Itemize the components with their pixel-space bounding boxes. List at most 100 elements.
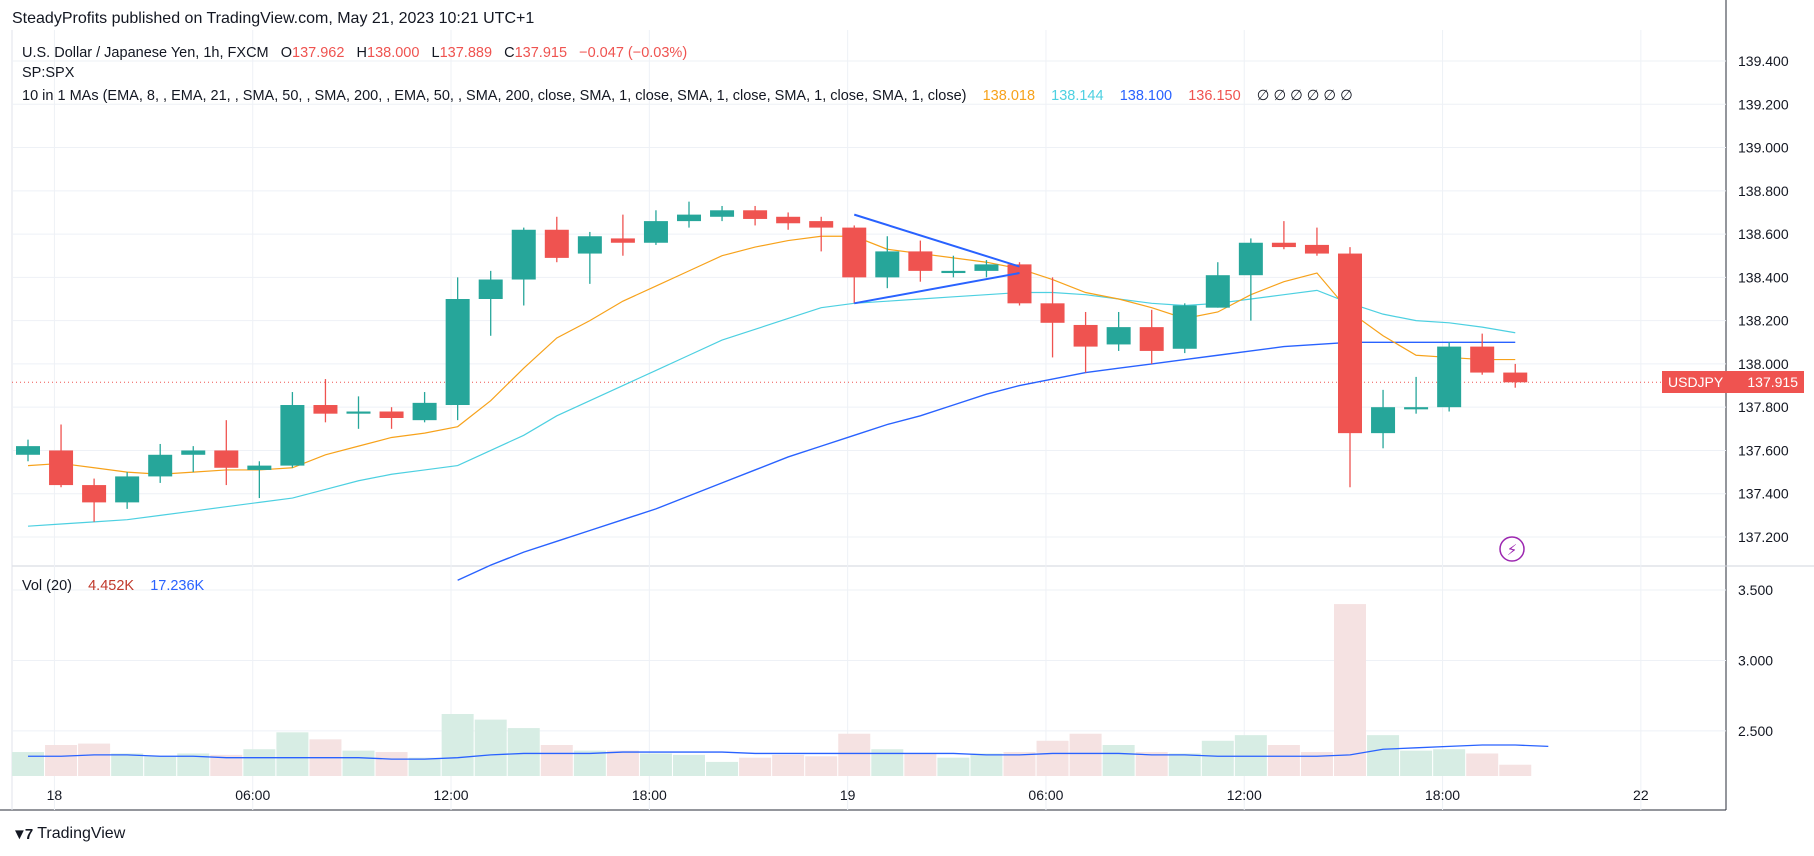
candle-body	[1106, 327, 1131, 345]
legend-ma[interactable]: 10 in 1 MAs (EMA, 8, , EMA, 21, , SMA, 5…	[22, 88, 1353, 104]
candle-body	[1139, 327, 1164, 351]
candle-body	[577, 236, 602, 254]
volume-bar	[573, 750, 606, 776]
trendline	[854, 272, 1020, 305]
price-tick-label: 137.600	[1738, 442, 1789, 458]
time-tick-label: 19	[840, 787, 856, 803]
legend-symbol[interactable]: U.S. Dollar / Japanese Yen, 1h, FXCM	[22, 45, 269, 61]
tradingview-brand[interactable]: ▼7 TradingView	[12, 825, 125, 843]
price-tick-label: 137.800	[1738, 399, 1789, 415]
publisher-credit: SteadyProfits published on TradingView.c…	[12, 10, 535, 27]
candle-body	[1437, 346, 1462, 408]
volume-bar	[210, 754, 243, 776]
volume-bar	[342, 750, 375, 776]
time-tick-label: 12:00	[1227, 787, 1262, 803]
tradingview-logo-icon: ▼7	[12, 825, 33, 843]
price-tick-label: 137.200	[1738, 529, 1789, 545]
price-tick-label: 138.200	[1738, 313, 1789, 329]
candle-body	[1238, 242, 1263, 276]
price-tick-label: 139.200	[1738, 96, 1789, 112]
current-price-symbol: USDJPY	[1668, 374, 1724, 391]
price-tick-label: 137.400	[1738, 486, 1789, 502]
volume-bar	[507, 728, 540, 776]
candle-body	[280, 405, 305, 466]
candle-body	[181, 450, 206, 455]
legend-ma-value-4: 136.150	[1188, 88, 1241, 104]
volume-tick-label: 2.500	[1738, 723, 1773, 739]
candle-body	[776, 216, 801, 224]
candle-body	[1470, 346, 1495, 373]
volume-bar	[144, 756, 177, 776]
volume-bar	[1499, 764, 1532, 776]
legend-c-label: C	[504, 45, 515, 61]
legend-compare[interactable]: SP:SPX	[22, 65, 75, 81]
time-tick-label: 18:00	[1425, 787, 1460, 803]
volume-bar	[243, 749, 276, 776]
volume-bar	[1433, 749, 1466, 776]
legend-ma-label: 10 in 1 MAs (EMA, 8, , EMA, 21, , SMA, 5…	[22, 88, 967, 104]
ema8-line	[27, 235, 1516, 475]
candle-body	[743, 210, 768, 219]
volume-bar	[1069, 733, 1102, 776]
candle-body	[1338, 253, 1362, 434]
current-price-value: 137.915	[1747, 374, 1798, 391]
legend-c-value: 137.915	[514, 45, 568, 61]
candle-body	[214, 450, 239, 468]
price-tick-label: 138.000	[1738, 356, 1789, 372]
legend-vol-ma-value: 17.236K	[150, 578, 205, 594]
candle-body	[974, 264, 999, 271]
volume-bar	[78, 743, 111, 776]
candle-body	[1205, 275, 1230, 308]
volume-bar	[904, 753, 937, 776]
candle-body	[1040, 303, 1065, 323]
volume-bar	[177, 753, 210, 776]
candle-body	[1172, 305, 1197, 349]
volume-bar	[1135, 752, 1168, 776]
volume-bar	[12, 752, 44, 776]
candle-body	[610, 238, 635, 243]
legend-vol-label: Vol (20)	[22, 578, 72, 594]
candle-body	[1404, 407, 1429, 410]
volume-bar	[970, 753, 1003, 776]
legend-ma-value-1: 138.018	[982, 88, 1036, 104]
volume-bar	[540, 745, 573, 776]
candle-body	[875, 251, 900, 278]
candle-body	[82, 485, 107, 503]
event-circle-icon	[1499, 536, 1525, 562]
price-tick-label: 139.400	[1738, 53, 1789, 69]
candle-body	[313, 405, 338, 414]
candle-body	[1073, 324, 1098, 347]
legend-volume[interactable]: Vol (20) 4.452K 17.236K	[22, 578, 204, 594]
price-tick-label: 138.400	[1738, 269, 1789, 285]
volume-bar	[1003, 752, 1036, 776]
volume-bar	[1036, 740, 1069, 776]
volume-bar	[1334, 604, 1366, 776]
volume-bar	[111, 753, 144, 776]
candle-body	[247, 465, 272, 470]
candle-body	[643, 221, 668, 243]
candle-body	[1304, 244, 1329, 254]
ema21-line	[27, 289, 1516, 527]
legend-change: −0.047 (−0.03%)	[579, 45, 688, 61]
candle-body	[445, 299, 470, 406]
legend-l-value: 137.889	[439, 45, 493, 61]
volume-bar	[772, 754, 805, 776]
legend-o-value: 137.962	[292, 45, 345, 61]
time-tick-label: 18	[47, 787, 63, 803]
time-tick-label: 06:00	[1028, 787, 1063, 803]
volume-bar	[1300, 752, 1333, 776]
candle-body	[1503, 372, 1528, 383]
volume-bar	[441, 714, 474, 776]
legend-vol-value: 4.452K	[88, 578, 135, 594]
candle-body	[809, 221, 834, 228]
candle-body	[148, 454, 173, 477]
candle-body	[710, 210, 735, 217]
volume-bar	[639, 753, 672, 776]
candle-body	[412, 402, 437, 421]
price-tick-label: 138.800	[1738, 183, 1789, 199]
candle-body	[379, 411, 404, 418]
candle-body	[677, 214, 701, 222]
legend-ma-empty: ∅ ∅ ∅ ∅ ∅ ∅	[1256, 88, 1353, 104]
legend-h-value: 138.000	[367, 45, 420, 61]
